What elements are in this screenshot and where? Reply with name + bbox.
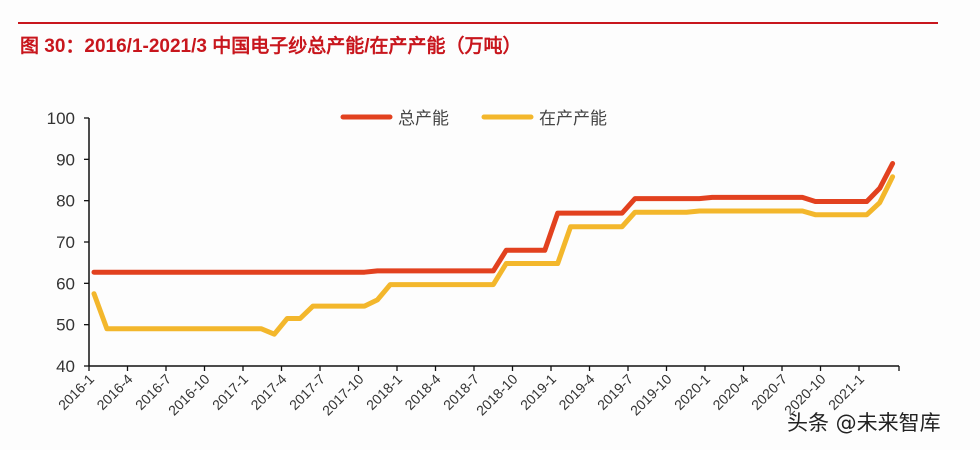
legend-label-total: 总产能 (398, 109, 449, 129)
watermark: 头条 @未来智库 (787, 411, 941, 435)
y-tick-label: 60 (56, 274, 75, 293)
y-tick-label: 70 (56, 233, 75, 252)
x-tick-label: 2018-10 (473, 371, 521, 419)
y-tick-label: 100 (47, 109, 75, 128)
x-tick-label: 2016-4 (93, 371, 135, 413)
x-tick-label: 2016-1 (55, 371, 97, 413)
x-tick-label: 2020-4 (709, 371, 751, 413)
x-tick-label: 2019-1 (517, 371, 559, 413)
x-tick-label: 2016-10 (165, 371, 213, 419)
y-tick-label: 40 (56, 357, 75, 376)
x-tick-label: 2017-4 (247, 371, 289, 413)
series-active-capacity (91, 174, 896, 337)
legend: 总产能 在产产能 (340, 109, 607, 129)
y-tick-label: 50 (56, 316, 75, 335)
series-lines (91, 161, 896, 337)
x-tick-label: 2018-1 (363, 371, 405, 413)
x-tick-label: 2017-10 (319, 371, 367, 419)
x-tick-label: 2019-4 (555, 371, 597, 413)
y-tick-label: 80 (56, 192, 75, 211)
x-tick-label: 2018-4 (401, 371, 443, 413)
x-tick-label: 2019-10 (627, 371, 675, 419)
title-rule (18, 22, 938, 24)
axes: 4050607080901002016-12016-42016-72016-10… (47, 109, 900, 419)
chart-title: 图 30：2016/1-2021/3 中国电子纱总产能/在产产能（万吨） (20, 36, 522, 57)
x-tick-label: 2017-1 (209, 371, 251, 413)
series-total-capacity (91, 161, 896, 275)
x-tick-label: 2020-1 (671, 371, 713, 413)
legend-label-active: 在产产能 (539, 109, 607, 129)
y-tick-label: 90 (56, 150, 75, 169)
